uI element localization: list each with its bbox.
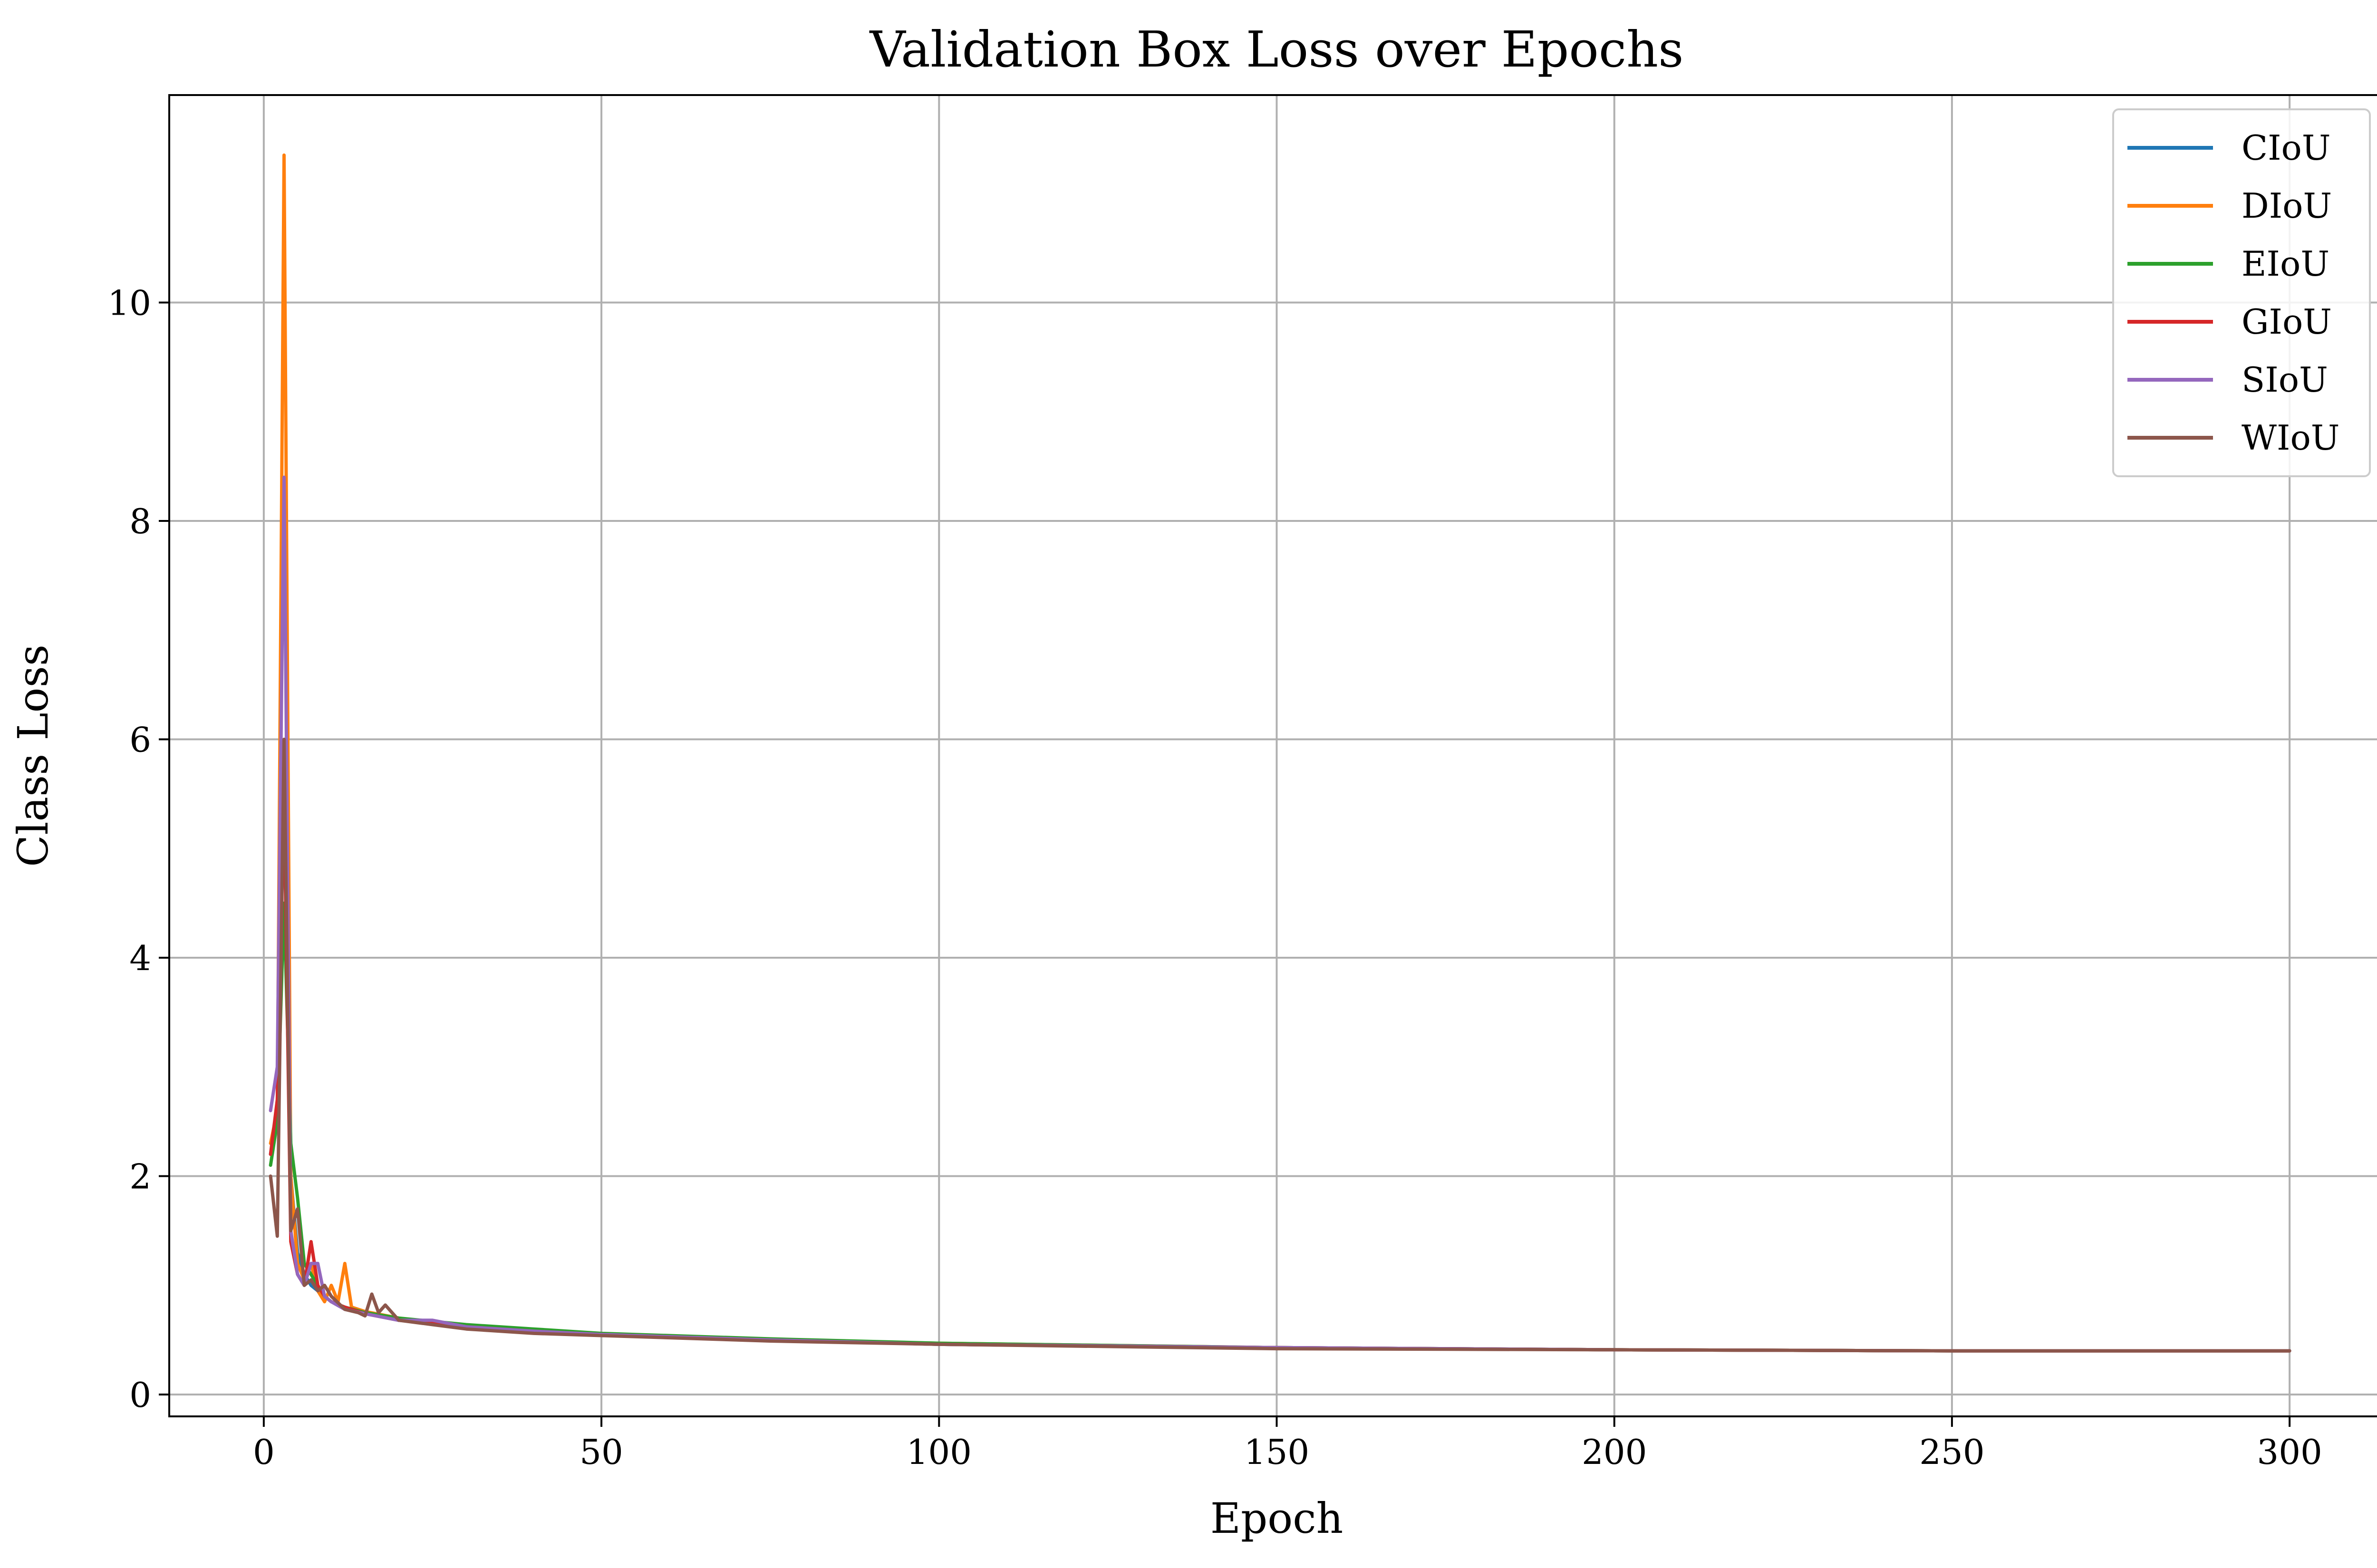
series-line-diou [269,153,2291,1353]
y-tick-label: 8 [129,501,151,541]
ticks-layer: 0 50 100 150 200 250 300 0 2 4 6 8 10 [107,283,2322,1472]
y-tick-label: 2 [129,1157,151,1197]
x-tick-label: 150 [1244,1432,1309,1472]
series-line-eiou [269,901,2291,1353]
series-line-siou [269,475,2291,1353]
plot-area-frame [168,94,2377,1417]
legend: CIoU DIoU EIoU GIoU SIoU WIoU [2112,108,2371,477]
x-tick-label: 200 [1582,1432,1647,1472]
chart-title: Validation Box Loss over Epochs [869,20,1684,78]
y-tick-label: 0 [129,1375,151,1415]
y-tick-label: 6 [129,720,151,760]
legend-label: WIoU [2242,418,2339,458]
legend-label: SIoU [2242,360,2328,400]
legend-label: EIoU [2242,244,2329,284]
series-line-ciou [269,792,2291,1353]
series-line-giou [269,792,2291,1353]
x-tick-label: 250 [1919,1432,1984,1472]
y-tick-label: 4 [129,938,151,978]
x-tick-label: 100 [907,1432,972,1472]
legend-box [2112,108,2371,477]
series-layer [269,153,2291,1353]
y-tick-label: 10 [107,283,151,323]
y-axis-label: Class Loss [9,645,58,867]
x-tick-label: 300 [2257,1432,2322,1472]
legend-label: DIoU [2242,186,2332,226]
legend-label: GIoU [2242,302,2332,342]
grid-layer [169,95,2377,1416]
x-axis-label: Epoch [1210,1494,1343,1543]
x-tick-label: 0 [253,1432,275,1472]
x-tick-label: 50 [580,1432,623,1472]
legend-label: CIoU [2242,128,2331,168]
series-line-wiou [269,738,2291,1353]
